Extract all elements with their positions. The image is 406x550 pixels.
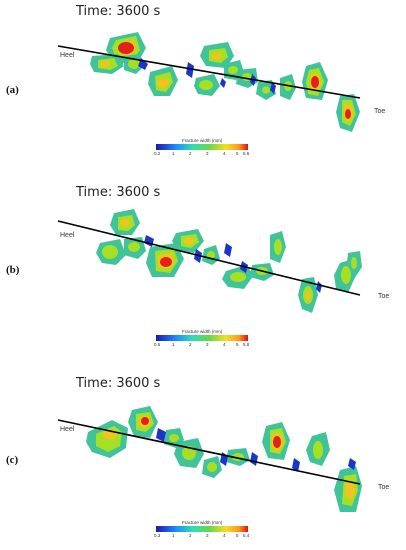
colorbar-tick: 2 xyxy=(189,151,192,156)
colorbar-tick: 1 xyxy=(172,533,175,538)
fracture xyxy=(96,239,126,265)
fracture xyxy=(128,406,158,438)
fracture xyxy=(250,263,274,281)
fracture xyxy=(172,229,204,253)
colorbar-tick: 4 xyxy=(223,151,226,156)
fracture xyxy=(90,54,124,74)
fracture-plot-c xyxy=(57,406,362,532)
fracture xyxy=(200,42,234,68)
fracture xyxy=(336,94,360,132)
colorbar-title: Fracture width (mm) xyxy=(182,138,223,143)
fracture-plot-a xyxy=(57,32,361,150)
colorbar-tick: 0.3 xyxy=(154,533,161,538)
colorbar-title: Fracture width (mm) xyxy=(182,329,223,334)
fracture xyxy=(334,466,362,512)
fracture xyxy=(110,209,140,235)
colorbar-tick: 5.8 xyxy=(243,342,250,347)
panel-label: (c) xyxy=(6,454,19,466)
time-title: Time: 3600 s xyxy=(76,4,161,19)
toe-label: Toe xyxy=(378,293,390,300)
fracture xyxy=(124,237,146,259)
panel-label: (a) xyxy=(6,84,19,96)
heel-label: Heel xyxy=(60,426,75,433)
colorbar-tick: 3 xyxy=(206,533,209,538)
toe-label: Toe xyxy=(374,108,386,115)
colorbar-tick: 4 xyxy=(223,342,226,347)
colorbar-title: Fracture width (mm) xyxy=(182,520,223,525)
wellbore-line xyxy=(57,220,361,296)
fracture-group-c xyxy=(86,406,362,512)
fracture xyxy=(194,74,220,96)
fracture xyxy=(256,80,276,100)
fracture-plot-b xyxy=(57,209,362,341)
colorbar-tick: 2 xyxy=(189,342,192,347)
colorbar-tick: 5 xyxy=(236,342,239,347)
wellbore-line xyxy=(57,419,361,485)
fracture xyxy=(306,432,330,466)
colorbar-tick: 3 xyxy=(206,151,209,156)
fracture xyxy=(262,422,290,460)
colorbar xyxy=(156,144,248,150)
fracture-group-a xyxy=(90,32,360,132)
fracture xyxy=(302,62,328,100)
colorbar-tick: 5 xyxy=(236,151,239,156)
panel-a: Time: 3600 s (a) Heel Toe Fracture width… xyxy=(0,0,406,183)
wellbore-line xyxy=(57,45,361,99)
time-title: Time: 3600 s xyxy=(76,185,161,200)
fracture xyxy=(298,277,318,313)
colorbar xyxy=(156,335,248,341)
panel-b: Time: 3600 s (b) Heel Toe Fracture width… xyxy=(0,183,406,366)
panel-label: (b) xyxy=(6,264,20,276)
colorbar-tick: 5.4 xyxy=(243,533,250,538)
colorbar-tick: 3 xyxy=(206,342,209,347)
fracture xyxy=(334,251,362,293)
heel-label: Heel xyxy=(60,52,75,59)
fracture xyxy=(280,74,296,100)
colorbar-tick: 0.5 xyxy=(154,342,161,347)
fracture xyxy=(202,245,220,265)
panel-c: Time: 3600 s (c) Heel Toe Fracture width… xyxy=(0,366,406,550)
fracture-group-b xyxy=(96,209,362,313)
toe-label: Toe xyxy=(378,484,390,491)
fracture xyxy=(146,243,184,277)
colorbar-tick: 1 xyxy=(172,342,175,347)
colorbar-tick: 2 xyxy=(189,533,192,538)
fracture xyxy=(202,456,222,478)
fracture xyxy=(86,420,128,458)
colorbar-tick: 5.6 xyxy=(243,151,250,156)
colorbar-tick: 0.2 xyxy=(154,151,161,156)
fracture xyxy=(148,66,178,96)
fracture xyxy=(270,231,286,263)
fracture xyxy=(174,438,204,468)
colorbar-tick: 1 xyxy=(172,151,175,156)
colorbar xyxy=(156,526,248,532)
colorbar-tick: 5 xyxy=(236,533,239,538)
heel-label: Heel xyxy=(60,232,75,239)
colorbar-tick: 4 xyxy=(223,533,226,538)
time-title: Time: 3600 s xyxy=(76,376,161,391)
